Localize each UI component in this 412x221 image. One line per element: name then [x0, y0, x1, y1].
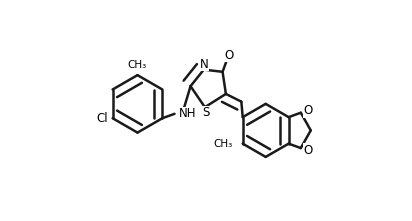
- Text: Cl: Cl: [97, 112, 108, 125]
- Text: O: O: [304, 144, 313, 157]
- Text: O: O: [225, 49, 234, 62]
- Text: S: S: [202, 106, 210, 119]
- Text: NH: NH: [179, 107, 197, 120]
- Text: CH₃: CH₃: [128, 60, 147, 70]
- Text: O: O: [304, 104, 313, 117]
- Text: N: N: [199, 58, 208, 70]
- Text: CH₃: CH₃: [213, 139, 233, 149]
